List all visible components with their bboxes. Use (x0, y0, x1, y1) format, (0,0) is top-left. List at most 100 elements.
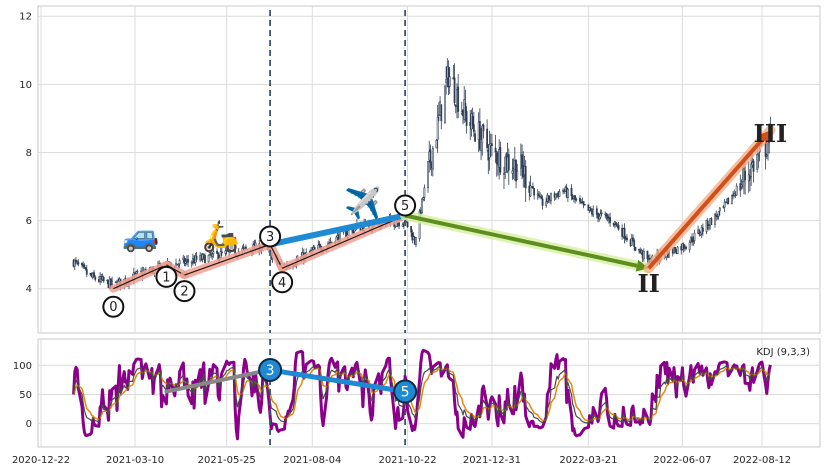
candle-body (495, 152, 498, 165)
candle-body (135, 271, 138, 274)
candle-body (429, 149, 432, 163)
candle-body (245, 246, 247, 249)
candle-body (634, 246, 637, 251)
indicator-links (164, 367, 408, 395)
candle-body (574, 195, 577, 200)
candle-body (615, 222, 618, 226)
candle-body (431, 147, 434, 170)
candle-body (723, 201, 726, 208)
candle-body (216, 250, 218, 254)
candle-body (313, 247, 316, 250)
wave-point-label: 2 (180, 285, 188, 300)
x-axis: 2020-12-22 2021-03-10 2021-05-25 2021-08-04… (12, 455, 791, 466)
candle-body (592, 209, 595, 216)
candle-body (630, 237, 633, 246)
airplane-icon: ✈️ (344, 185, 381, 222)
candle-body (541, 198, 544, 206)
candle-body (507, 154, 510, 171)
candle-body (646, 250, 649, 260)
candle-body (471, 116, 474, 126)
candle-body (765, 154, 768, 157)
wave-arrow-head (758, 130, 771, 144)
candle-body (401, 224, 404, 228)
price-y-tick-label: 4 (26, 284, 32, 295)
scooter-icon: 🛵 (202, 219, 239, 254)
indicator-y-axis: 0 50 100 (13, 361, 32, 430)
candle-body (224, 250, 227, 254)
x-tick-label: 2022-08-12 (733, 455, 791, 466)
candle-body (706, 220, 709, 228)
candle-body (81, 262, 83, 266)
candle-body (767, 143, 769, 154)
wave-segment (269, 244, 283, 269)
candle-body (547, 195, 550, 201)
wave-arrows (400, 125, 776, 274)
candle-body (472, 124, 475, 132)
candle-body (540, 196, 543, 200)
candle-body (598, 216, 601, 220)
candle-body (756, 153, 759, 170)
candle-body (558, 191, 561, 197)
candle-body (85, 269, 88, 275)
candle-body (457, 86, 460, 112)
candle-body (708, 225, 710, 229)
wave-point-label: 5 (401, 199, 409, 214)
indicator-badge-label: 5 (401, 385, 410, 401)
wave-point-label: 4 (278, 276, 286, 291)
indicator-y-tick-label: 50 (19, 390, 32, 401)
candle-body (744, 170, 747, 181)
candle-body (415, 237, 417, 245)
wave-arrow-shaft (647, 138, 764, 270)
candle-body (710, 218, 713, 226)
indicator-badge (393, 379, 418, 404)
vertical-markers (269, 10, 407, 333)
candle-body (750, 163, 753, 177)
candle-body (550, 193, 552, 201)
candle-body (482, 124, 485, 132)
wave-segment (113, 264, 167, 290)
candle-body (693, 232, 696, 242)
kdj-line-J (72, 348, 772, 441)
candle-body (599, 213, 602, 218)
candle-body (524, 165, 527, 189)
candle-body (757, 154, 760, 157)
candle-body (676, 246, 679, 254)
candle-body (642, 251, 645, 260)
candle-body (93, 272, 95, 277)
wave-degree-label: II (637, 269, 659, 298)
wave-segments (109, 211, 410, 293)
car-icon: 🚙 (122, 219, 159, 254)
candle-body (190, 261, 193, 264)
candle-body (83, 264, 86, 268)
price-y-tick-label: 8 (26, 148, 32, 159)
wave-segment (184, 243, 271, 276)
candle-body (114, 281, 117, 283)
candle-body (691, 237, 693, 243)
candle-body (735, 185, 738, 196)
candle-body (749, 175, 751, 180)
candle-body (682, 244, 685, 249)
indicator-badge-link (267, 367, 408, 395)
candle-body (718, 207, 721, 212)
candle-body (698, 230, 701, 235)
price-y-tick-label: 10 (19, 80, 32, 91)
candle-body (229, 248, 232, 253)
candle-body (440, 104, 443, 122)
x-tick-label: 2022-03-21 (559, 455, 617, 466)
candle-body (499, 147, 502, 173)
x-tick-label: 2021-05-25 (198, 455, 256, 466)
candle-body (609, 217, 611, 223)
wave-point-label: 1 (162, 270, 170, 285)
candle-body (521, 154, 523, 168)
wave-point-marker (259, 225, 282, 248)
candle-body (75, 259, 77, 262)
indicator-badges: 35 (258, 357, 418, 404)
candle-body (575, 198, 578, 201)
candle-body (626, 237, 628, 241)
wave-point-marker (173, 280, 196, 303)
candle-body (597, 212, 599, 219)
price-y-axis: 4 6 8 10 12 (19, 12, 32, 296)
indicator-y-tick-label: 100 (13, 361, 32, 372)
candle-body (600, 212, 603, 215)
